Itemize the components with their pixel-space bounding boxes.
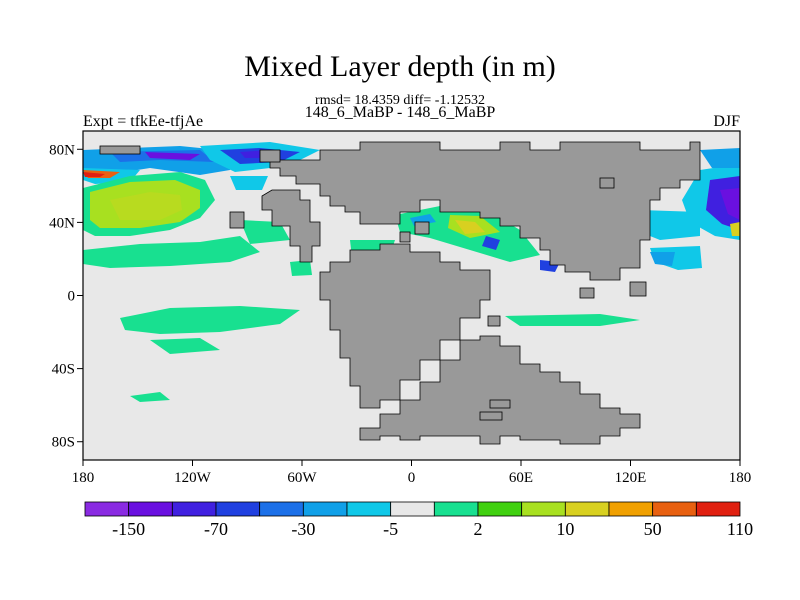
season-label: DJF (713, 113, 740, 130)
colorbar-swatch (171, 501, 217, 517)
colorbar-label: -30 (291, 519, 315, 539)
colorbar-swatch (302, 501, 348, 517)
lat-tick-label: 80S (52, 435, 75, 451)
colorbar-swatch (346, 501, 392, 517)
lon-tick-label: 120W (174, 470, 212, 486)
land-masses (99, 141, 701, 445)
lon-tick-label: 180 (729, 470, 752, 486)
latitude-axis: 80N 40N 0 40S 80S (49, 142, 83, 451)
longitude-axis: 180 120W 60W 0 60E 120E 180 (72, 460, 752, 486)
colorbar-swatch (608, 501, 654, 517)
colorbar-swatch (128, 501, 173, 517)
map-panel (82, 130, 741, 461)
colorbar-label: -5 (383, 519, 398, 539)
lat-tick-label: 40N (49, 215, 75, 231)
lon-tick-label: 0 (408, 470, 416, 486)
colorbar-label: -150 (112, 519, 145, 539)
lat-tick-label: 80N (49, 142, 75, 158)
colorbar-swatch (84, 501, 130, 517)
page-title: Mixed Layer depth (in m) (244, 50, 556, 83)
colorbar-label: 2 (474, 519, 483, 539)
colorbar-swatch (433, 501, 479, 517)
lon-tick-label: 120E (615, 470, 647, 486)
lat-tick-label: 40S (52, 362, 75, 378)
stats-line: rmsd= 18.4359 diff= -1.12532 (315, 93, 485, 108)
colorbar-label: 110 (727, 519, 753, 539)
colorbar-swatch (215, 501, 261, 517)
colorbar-label: 10 (556, 519, 574, 539)
colorbar-swatch (564, 501, 610, 517)
colorbar: -150 -70 -30 -5 2 10 50 110 (84, 501, 753, 539)
colorbar-label: 50 (644, 519, 662, 539)
comparison-line: 148_6_MaBP - 148_6_MaBP (304, 104, 496, 121)
lon-tick-label: 60E (509, 470, 533, 486)
lat-tick-label: 0 (68, 289, 76, 305)
colorbar-swatch (521, 501, 566, 517)
lon-tick-label: 60W (287, 470, 317, 486)
colorbar-swatch (477, 501, 523, 517)
colorbar-swatch (390, 501, 435, 517)
colorbar-swatch (695, 501, 741, 517)
colorbar-label: -70 (204, 519, 228, 539)
lon-tick-label: 180 (72, 470, 95, 486)
anomaly-fields (83, 142, 740, 426)
experiment-label: Expt = tfkEe-tfjAe (83, 113, 204, 130)
colorbar-swatch (259, 501, 304, 517)
colorbar-swatch (652, 501, 697, 517)
